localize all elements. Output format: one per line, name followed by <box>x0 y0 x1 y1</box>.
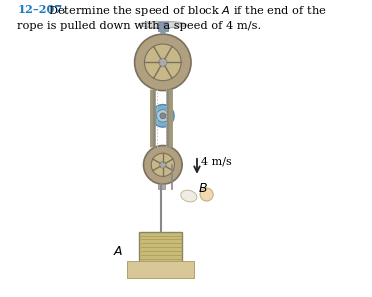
Circle shape <box>159 58 167 67</box>
Bar <box>158 22 167 31</box>
Circle shape <box>151 153 174 176</box>
Circle shape <box>160 113 166 119</box>
Circle shape <box>151 105 174 127</box>
Circle shape <box>157 110 169 122</box>
Text: 4 m/s: 4 m/s <box>201 157 232 167</box>
Circle shape <box>160 162 166 168</box>
Text: $B$: $B$ <box>198 182 207 195</box>
Text: $A$: $A$ <box>113 245 124 258</box>
Bar <box>158 184 165 189</box>
Circle shape <box>144 44 181 81</box>
Ellipse shape <box>139 21 187 28</box>
Bar <box>139 232 182 263</box>
Circle shape <box>135 34 191 91</box>
Text: 12–207.: 12–207. <box>17 4 67 15</box>
Bar <box>127 261 194 278</box>
Text: rope is pulled down with a speed of 4 m/s.: rope is pulled down with a speed of 4 m/… <box>17 21 262 31</box>
Circle shape <box>200 188 213 201</box>
Text: Determine the speed of block $A$ if the end of the: Determine the speed of block $A$ if the … <box>48 4 327 18</box>
Circle shape <box>144 146 182 184</box>
Ellipse shape <box>181 190 197 202</box>
